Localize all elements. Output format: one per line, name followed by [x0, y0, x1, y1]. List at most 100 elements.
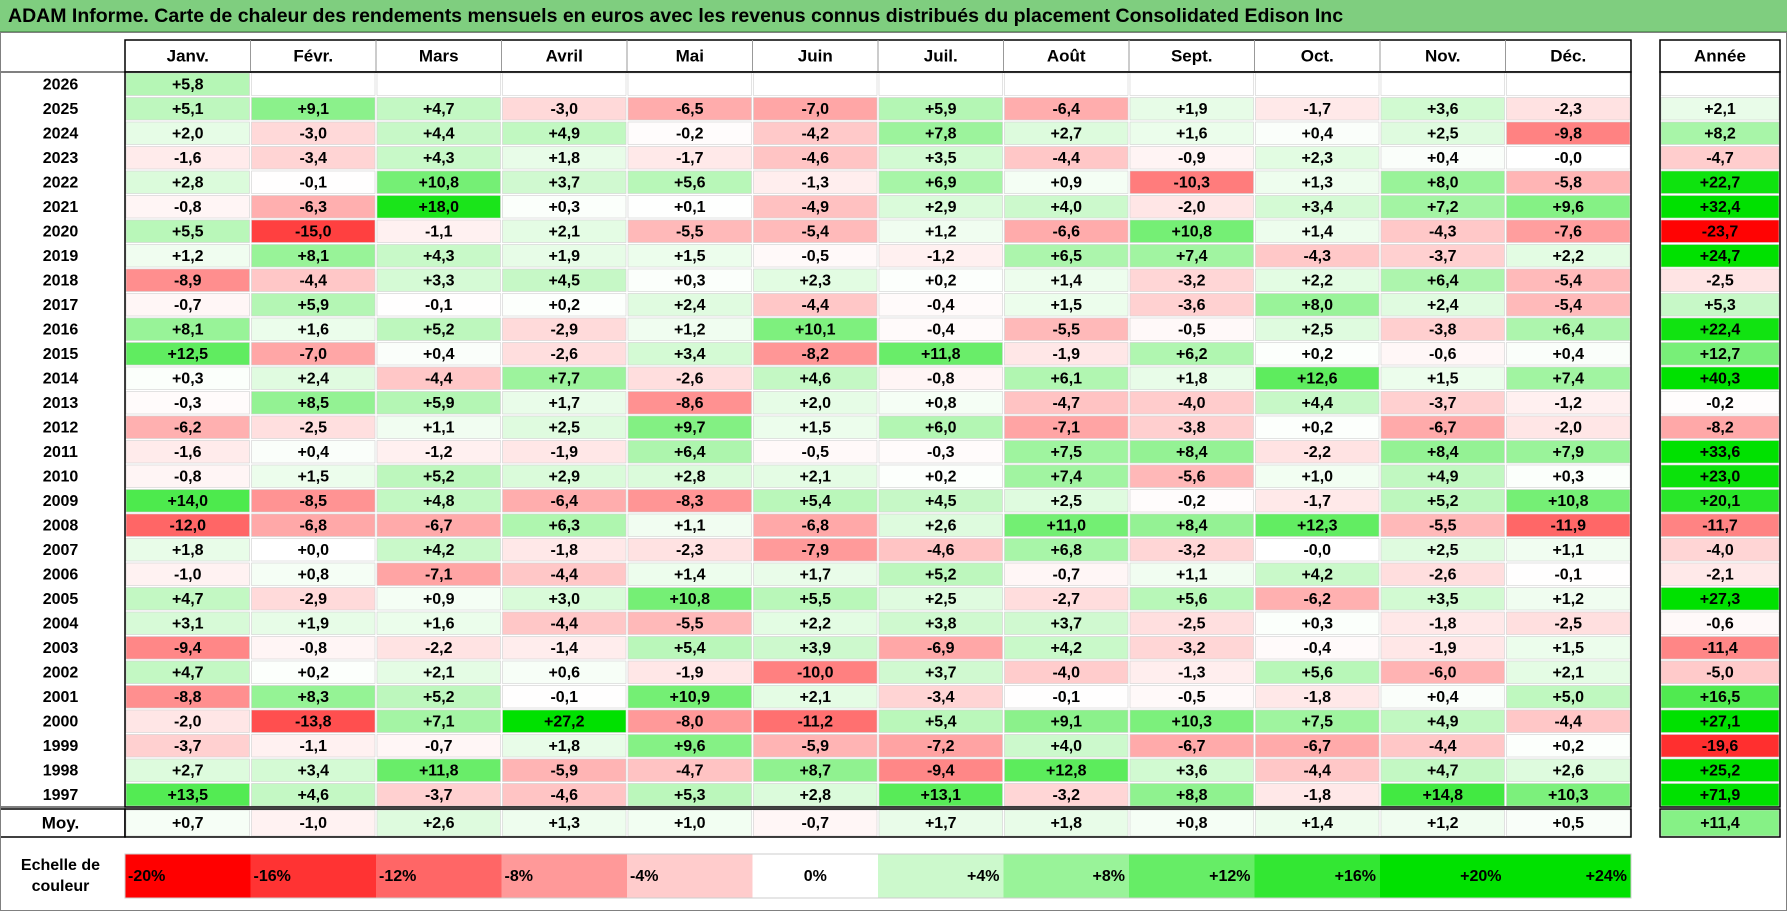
average-annual-value: +11,4: [1700, 815, 1740, 832]
heatmap-cell: [1004, 660, 1129, 684]
cell-value: +5,4: [674, 640, 706, 657]
heatmap-cell: [878, 268, 1003, 292]
heatmap-cell: [125, 195, 250, 219]
heatmap-cell: [502, 219, 627, 243]
cell-value: -10,3: [1174, 174, 1211, 191]
heatmap-cell: [1255, 391, 1380, 415]
cell-value: +0,2: [1552, 738, 1584, 755]
heatmap-cell: [753, 783, 878, 807]
cell-value: -3,0: [299, 125, 327, 142]
annual-value: +32,4: [1700, 199, 1741, 216]
cell-value: -1,8: [1429, 615, 1457, 632]
annual-cell: [1660, 440, 1780, 464]
cell-value: +2,0: [172, 125, 204, 142]
heatmap-cell: [1255, 121, 1380, 145]
cell-value: -1,7: [676, 150, 704, 167]
heatmap-cell: [878, 195, 1003, 219]
heatmap-cell: [502, 366, 627, 390]
year-label: 2001: [43, 689, 79, 706]
heatmap-cell: [878, 758, 1003, 782]
cell-value: +0,9: [423, 591, 455, 608]
cell-value: +2,2: [1552, 248, 1584, 265]
heatmap-cell: [1255, 195, 1380, 219]
annual-cell: [1660, 293, 1780, 317]
heatmap-cell: [1506, 734, 1631, 758]
heatmap-cell: [878, 660, 1003, 684]
heatmap-cell: [376, 97, 501, 121]
average-value: +1,2: [1427, 815, 1459, 832]
cell-value: -13,8: [295, 713, 332, 730]
heatmap-cell: [627, 587, 752, 611]
heatmap-cell: [1129, 195, 1254, 219]
heatmap-cell: [1506, 415, 1631, 439]
average-value: -1,0: [299, 815, 327, 832]
cell-value: +2,6: [1552, 762, 1584, 779]
cell-value: -0,8: [174, 468, 202, 485]
heatmap-cell: [1506, 513, 1631, 537]
cell-value: -8,8: [174, 689, 202, 706]
average-value: +1,7: [925, 815, 957, 832]
cell-value: +8,0: [1427, 174, 1459, 191]
annual-cell: [1660, 562, 1780, 586]
average-value: +1,8: [1050, 815, 1082, 832]
cell-value: +5,2: [423, 468, 455, 485]
scale-step-label: +24%: [1586, 868, 1627, 885]
heatmap-cell: [125, 758, 250, 782]
cell-value: +1,6: [423, 615, 455, 632]
cell-value: +3,8: [925, 615, 957, 632]
heatmap-cell: [753, 636, 878, 660]
heatmap-cell: [1255, 489, 1380, 513]
heatmap-cell: [1380, 293, 1505, 317]
cell-value: -6,7: [425, 517, 453, 534]
heatmap-cell: [753, 342, 878, 366]
average-value: +0,7: [172, 815, 204, 832]
cell-value: +0,2: [297, 664, 329, 681]
average-cell: [878, 809, 1003, 837]
heatmap-cell: [1380, 562, 1505, 586]
heatmap-cell: [1255, 97, 1380, 121]
cell-value: -4,4: [1052, 150, 1080, 167]
heatmap-cell: [376, 513, 501, 537]
month-header-3: Mars: [419, 46, 459, 65]
heatmap-cell: [125, 342, 250, 366]
heatmap-cell: [251, 538, 376, 562]
heatmap-cell: [251, 464, 376, 488]
scale-step-label: 0%: [804, 868, 827, 885]
heatmap-cell: [1255, 146, 1380, 170]
heatmap-cell: [1506, 636, 1631, 660]
heatmap-cell: [627, 660, 752, 684]
heatmap-cell: [1004, 342, 1129, 366]
cell-value: -7,2: [927, 738, 955, 755]
average-cell: [1129, 809, 1254, 837]
average-cell: [1506, 809, 1631, 837]
heatmap-cell: [878, 587, 1003, 611]
heatmap-cell: [1506, 611, 1631, 635]
average-cell: [502, 809, 627, 837]
annual-value: +12,7: [1700, 346, 1741, 363]
cell-value: -6,3: [299, 199, 327, 216]
heatmap-cell: [1380, 783, 1505, 807]
year-label: 2020: [43, 223, 79, 240]
cell-value: -1,6: [174, 150, 202, 167]
heatmap-cell: [376, 219, 501, 243]
heatmap-cell: [627, 440, 752, 464]
heatmap-cell: [1129, 342, 1254, 366]
cell-value: +1,2: [1552, 591, 1584, 608]
cell-value: +2,1: [423, 664, 455, 681]
heatmap-cell: [1004, 709, 1129, 733]
cell-value: -0,2: [676, 125, 704, 142]
heatmap-cell: [125, 587, 250, 611]
cell-value: +3,5: [1427, 591, 1459, 608]
scale-swatch: [501, 854, 627, 898]
heatmap-cell: [1380, 97, 1505, 121]
heatmap-cell: [878, 685, 1003, 709]
heatmap-cell: [878, 734, 1003, 758]
cell-value: -2,5: [299, 419, 327, 436]
heatmap-cell: [1506, 317, 1631, 341]
heatmap-cell: [1255, 366, 1380, 390]
heatmap-cell: [1004, 121, 1129, 145]
heatmap-cell: [251, 758, 376, 782]
scale-step-label: +20%: [1460, 868, 1501, 885]
heatmap-cell: [502, 244, 627, 268]
heatmap-cell: [1004, 464, 1129, 488]
